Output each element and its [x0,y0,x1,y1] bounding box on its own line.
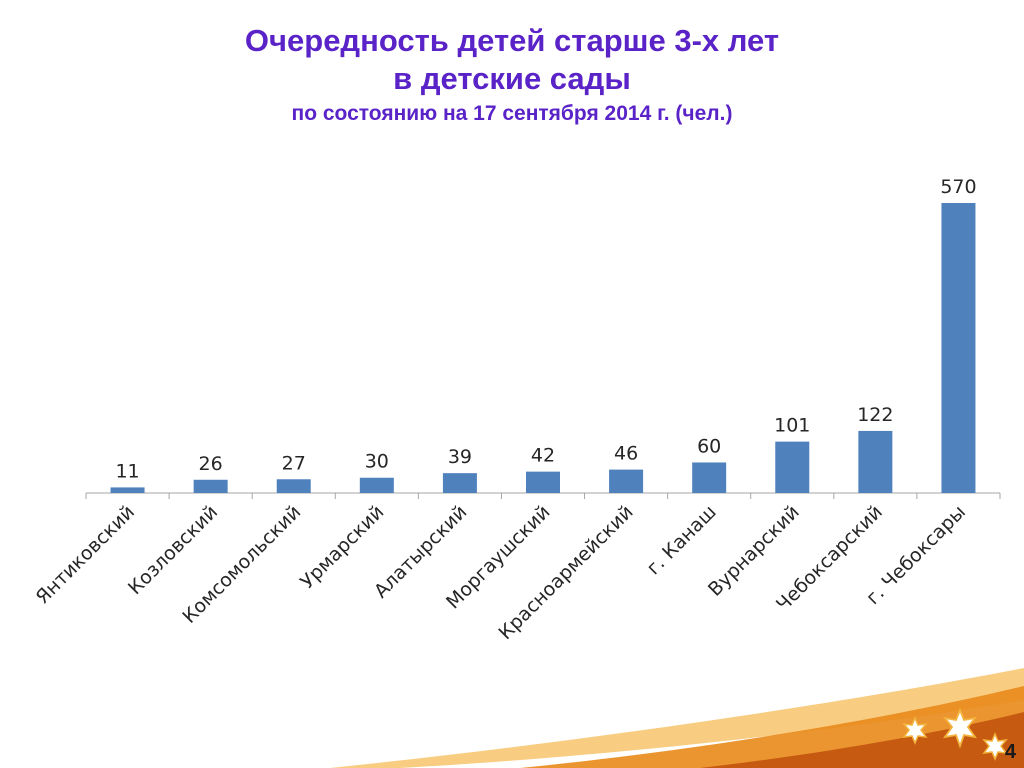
bar [858,430,893,493]
chart-title-line2: в детские сады [393,61,631,96]
chart-title-line1: Очередность детей старше 3-х лет [244,23,780,58]
data-label: 46 [614,443,638,465]
page-number: 4 [1004,741,1016,763]
data-label: 101 [774,415,810,437]
bar [276,479,311,493]
bar [442,473,477,493]
data-label: 27 [282,452,306,474]
data-label: 11 [115,460,139,482]
data-label: 570 [940,176,976,198]
bar [775,441,810,493]
bar [110,487,145,493]
bar [609,469,644,493]
data-label: 42 [531,445,555,467]
bar [526,471,560,493]
bar [193,479,228,493]
star-icon-large [942,707,978,749]
data-label: 122 [857,404,893,426]
data-label: 39 [448,446,472,468]
data-label: 60 [697,435,721,457]
chart-subtitle: по состоянию на 17 сентября 2014 г. (чел… [291,102,733,125]
title-block: Очередность детей старше 3-х лет в детск… [0,22,1024,128]
bar [941,203,976,493]
star-icon-right [982,732,1008,761]
data-label: 26 [199,453,223,475]
star-icon-small [902,716,928,745]
bar [359,477,394,493]
data-label: 30 [365,451,389,473]
bar [692,462,727,493]
